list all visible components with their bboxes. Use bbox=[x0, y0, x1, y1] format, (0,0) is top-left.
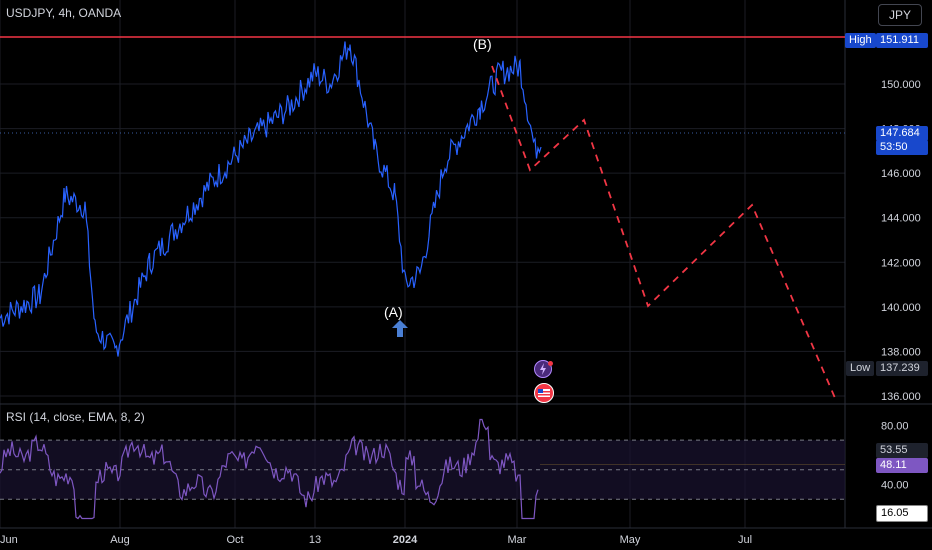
time-tick-label: May bbox=[620, 534, 641, 546]
low-label-tag: Low bbox=[846, 361, 875, 376]
time-tick-label: Oct bbox=[226, 534, 243, 546]
current-price-tag: 147.684 bbox=[876, 126, 928, 141]
price-series bbox=[0, 41, 542, 357]
countdown-tag: 53:50 bbox=[876, 140, 928, 155]
wave-a-label: (A) bbox=[384, 304, 403, 320]
rsi-value-tag: 48.11 bbox=[876, 458, 928, 473]
rsi-legend: RSI (14, close, EMA, 8, 2) bbox=[6, 410, 145, 424]
time-tick-label: Aug bbox=[110, 534, 130, 546]
symbol-title: USDJPY, 4h, OANDA bbox=[6, 6, 122, 20]
time-tick-label: Jul bbox=[738, 534, 752, 546]
price-tick-label: 138.000 bbox=[881, 346, 921, 358]
wave-b-label: (B) bbox=[473, 36, 492, 52]
rsi-tick-label: 80.00 bbox=[881, 420, 909, 432]
price-tick-label: 140.000 bbox=[881, 302, 921, 314]
price-tick-label: 144.000 bbox=[881, 213, 921, 225]
time-tick-label: Mar bbox=[508, 534, 527, 546]
price-tick-label: 146.000 bbox=[881, 168, 921, 180]
us-flag-event-icon[interactable] bbox=[534, 383, 554, 403]
price-tick-label: 150.000 bbox=[881, 79, 921, 91]
high-label-tag: High bbox=[845, 33, 876, 48]
rsi-ma-tag: 53.55 bbox=[876, 443, 928, 458]
rsi-series bbox=[0, 418, 539, 520]
time-tick-label: 2024 bbox=[393, 534, 418, 546]
price-tick-label: 136.000 bbox=[881, 391, 921, 403]
wave-a-arrow-icon bbox=[392, 320, 408, 337]
currency-button[interactable]: JPY bbox=[878, 4, 922, 26]
rsi-low-tag: 16.05 bbox=[876, 505, 928, 522]
rsi-tick-label: 40.00 bbox=[881, 480, 909, 492]
projection-path bbox=[491, 65, 836, 399]
time-tick-label: Jun bbox=[0, 534, 18, 546]
low-value-tag: 137.239 bbox=[876, 361, 928, 376]
flash-event-icon[interactable] bbox=[534, 360, 552, 378]
high-value-tag: 151.911 bbox=[876, 33, 928, 48]
event-dot-icon bbox=[548, 361, 553, 366]
price-tick-label: 142.000 bbox=[881, 257, 921, 269]
time-tick-label: 13 bbox=[309, 534, 321, 546]
